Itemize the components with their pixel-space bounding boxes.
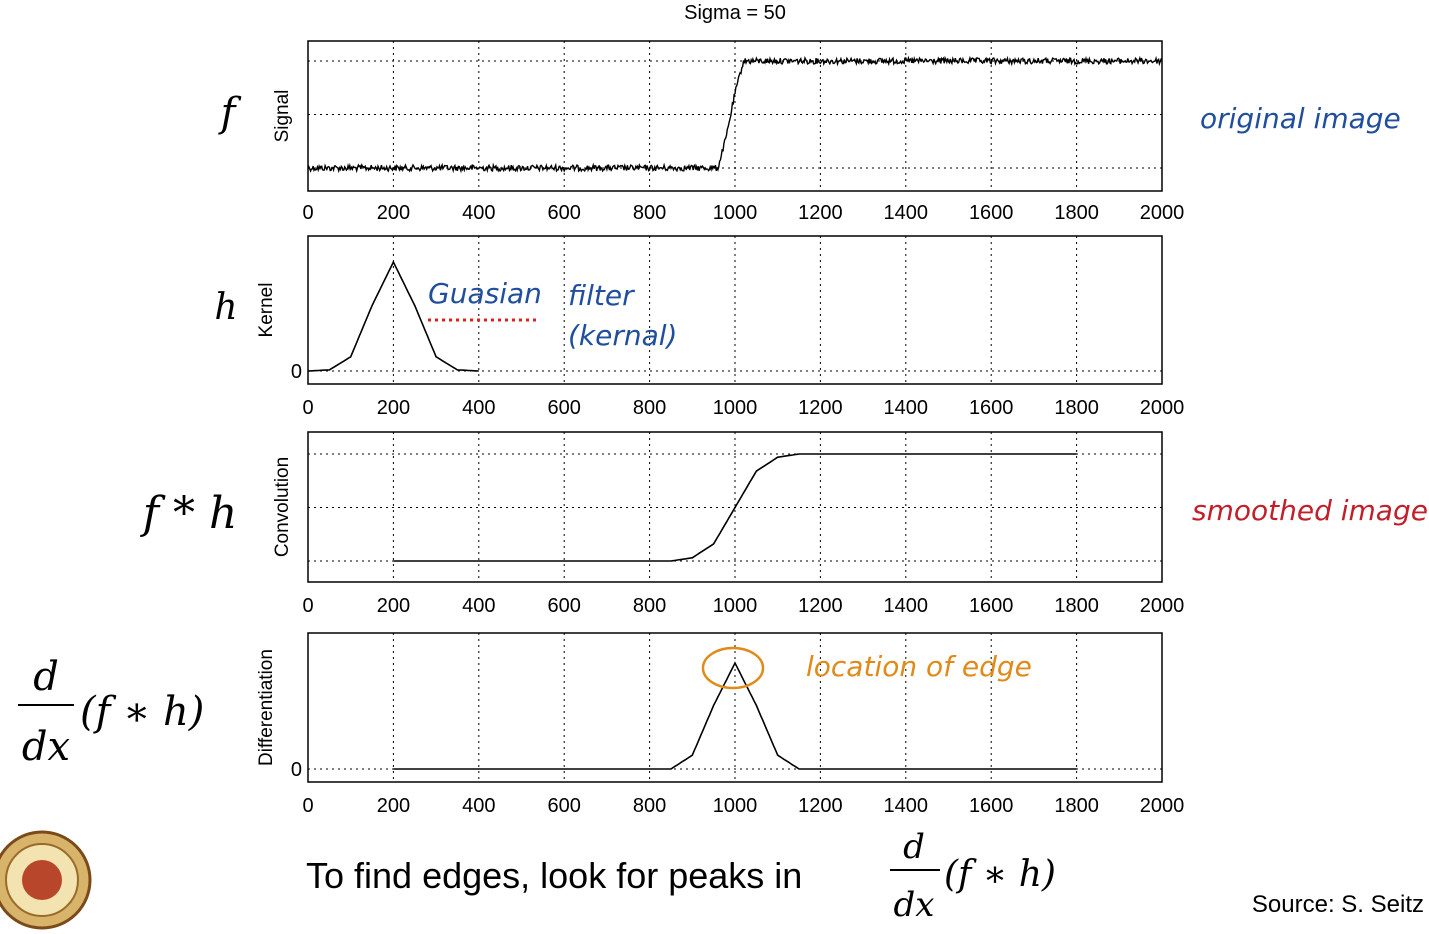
math-label-convolution: f * h <box>140 488 238 539</box>
x-tick-label: 400 <box>462 397 495 419</box>
math-label-f: f <box>218 90 242 136</box>
x-tick-label: 1400 <box>884 202 929 224</box>
x-tick-label: 600 <box>548 795 581 817</box>
svg-text:dx: dx <box>22 724 70 770</box>
x-tick-label: 1800 <box>1054 595 1099 617</box>
figure-title: Sigma = 50 <box>684 2 786 24</box>
x-tick-label: 800 <box>633 595 666 617</box>
svg-text:filter: filter <box>568 279 635 312</box>
annotation-smoothed-image: smoothed image <box>1192 494 1428 527</box>
svg-text:(kernal): (kernal) <box>568 319 677 352</box>
chart-panel-3: 0 200 400 600 800 1000 1200 1400 1600 1800 2000 Con… <box>272 431 1185 617</box>
x-tick-label: 1200 <box>798 202 843 224</box>
y-axis-label: Kernel <box>256 283 277 338</box>
x-tick-label: 0 <box>302 595 313 617</box>
x-tick-label: 600 <box>548 202 581 224</box>
x-tick-label: 600 <box>548 397 581 419</box>
caption-text: To find edges, look for peaks in <box>306 855 802 896</box>
x-tick-label: 600 <box>548 595 581 617</box>
x-tick-label: 1000 <box>713 595 758 617</box>
math-label-h: h <box>214 287 237 328</box>
x-tick-label: 1600 <box>969 397 1014 419</box>
x-tick-label: 1200 <box>798 795 843 817</box>
x-tick-label: 1000 <box>713 397 758 419</box>
x-tick-label: 1600 <box>969 202 1014 224</box>
y-axis-label: Convolution <box>272 457 293 557</box>
svg-text:dx: dx <box>894 885 935 925</box>
x-tick-label: 1400 <box>884 595 929 617</box>
x-tick-label: 200 <box>377 595 410 617</box>
chart-panel-2: 0 200 400 600 800 1000 1200 1400 1600 1800 2000 0 Ke… <box>256 235 1185 419</box>
university-seal-logo <box>0 830 92 930</box>
x-tick-label: 400 <box>462 795 495 817</box>
x-tick-label: 800 <box>633 795 666 817</box>
x-tick-label: 200 <box>377 397 410 419</box>
x-tick-label: 1400 <box>884 397 929 419</box>
x-tick-label: 400 <box>462 595 495 617</box>
x-tick-label: 2000 <box>1140 795 1185 817</box>
y-tick-label: 0 <box>291 759 302 781</box>
x-tick-label: 800 <box>633 202 666 224</box>
series-line <box>307 55 1163 174</box>
annotation-location-of-edge: location of edge <box>806 650 1032 683</box>
y-axis-label: Differentiation <box>256 649 277 766</box>
svg-text:(f ∗ h): (f ∗ h) <box>80 689 204 735</box>
series-line <box>393 661 1077 770</box>
x-tick-label: 200 <box>377 202 410 224</box>
x-tick-label: 1600 <box>969 595 1014 617</box>
svg-text:(f ∗ h): (f ∗ h) <box>944 854 1056 895</box>
x-tick-label: 400 <box>462 202 495 224</box>
chart-panel-4: 0 200 400 600 800 1000 1200 1400 1600 1800 2000 0 Di… <box>256 632 1185 817</box>
y-axis-label: Signal <box>272 90 293 143</box>
x-tick-label: 1600 <box>969 795 1014 817</box>
series-line <box>393 453 1077 562</box>
x-tick-label: 1400 <box>884 795 929 817</box>
svg-text:d: d <box>903 827 925 867</box>
x-tick-label: 2000 <box>1140 202 1185 224</box>
x-tick-label: 1200 <box>798 595 843 617</box>
x-tick-label: 200 <box>377 795 410 817</box>
x-tick-label: 0 <box>302 397 313 419</box>
source-credit: Source: S. Seitz <box>1252 891 1424 918</box>
x-tick-label: 1800 <box>1054 202 1099 224</box>
x-tick-label: 1000 <box>713 795 758 817</box>
math-label-derivative: d dx (f ∗ h) <box>18 654 204 770</box>
x-tick-label: 2000 <box>1140 595 1185 617</box>
x-tick-label: 0 <box>302 795 313 817</box>
x-tick-label: 1200 <box>798 397 843 419</box>
caption-math: d dx (f ∗ h) <box>890 827 1056 925</box>
x-tick-label: 1800 <box>1054 397 1099 419</box>
x-tick-label: 1800 <box>1054 795 1099 817</box>
x-tick-label: 800 <box>633 397 666 419</box>
annotation-kernel: Guasian filter (kernal) <box>428 277 677 352</box>
annotation-original-image: original image <box>1200 102 1401 135</box>
x-tick-label: 1000 <box>713 202 758 224</box>
svg-text:Guasian: Guasian <box>428 277 542 310</box>
y-tick-label: 0 <box>291 361 302 383</box>
svg-text:d: d <box>33 654 59 700</box>
x-tick-label: 2000 <box>1140 397 1185 419</box>
chart-panel-1: 0 200 400 600 800 1000 1200 1400 1600 1800 2000 Sig… <box>272 40 1185 224</box>
series-line <box>307 260 479 372</box>
x-tick-label: 0 <box>302 202 313 224</box>
peak-circle <box>701 646 765 690</box>
